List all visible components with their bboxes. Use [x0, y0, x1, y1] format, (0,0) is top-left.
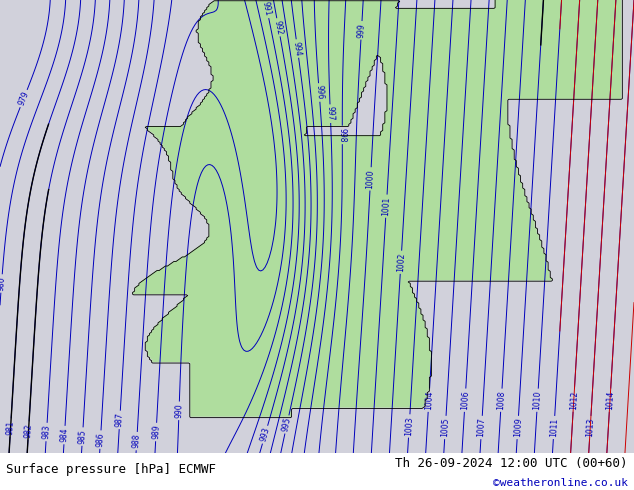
Text: 982: 982	[23, 423, 34, 438]
Text: 980: 980	[0, 276, 6, 291]
Text: 994: 994	[292, 41, 303, 56]
Text: 997: 997	[326, 106, 335, 121]
Text: 993: 993	[259, 426, 271, 443]
Text: 983: 983	[42, 424, 51, 440]
Text: 991: 991	[261, 1, 273, 17]
Text: 1012: 1012	[569, 391, 579, 410]
Text: 1009: 1009	[513, 417, 523, 438]
Text: ©weatheronline.co.uk: ©weatheronline.co.uk	[493, 478, 628, 489]
Text: 1002: 1002	[396, 252, 406, 272]
Text: 1006: 1006	[460, 390, 470, 410]
Text: 995: 995	[281, 416, 293, 433]
Text: 1007: 1007	[477, 417, 487, 438]
Text: 987: 987	[115, 413, 125, 427]
Text: 1001: 1001	[381, 196, 391, 216]
Text: Th 26-09-2024 12:00 UTC (00+60): Th 26-09-2024 12:00 UTC (00+60)	[395, 457, 628, 470]
Text: 1000: 1000	[366, 169, 375, 189]
Text: 1005: 1005	[440, 417, 450, 438]
Text: 1011: 1011	[549, 417, 559, 437]
Text: 979: 979	[16, 90, 30, 107]
Text: 998: 998	[338, 128, 347, 142]
Text: 1003: 1003	[404, 416, 414, 436]
Text: 1004: 1004	[424, 390, 434, 410]
Text: 1008: 1008	[496, 391, 507, 410]
Text: 990: 990	[174, 403, 184, 418]
Text: 996: 996	[314, 85, 324, 100]
Text: 999: 999	[356, 23, 366, 38]
Text: 985: 985	[77, 429, 87, 444]
Text: 984: 984	[60, 428, 69, 442]
Text: Surface pressure [hPa] ECMWF: Surface pressure [hPa] ECMWF	[6, 463, 216, 476]
Text: 989: 989	[152, 424, 161, 440]
Text: 986: 986	[96, 432, 105, 447]
Text: 1014: 1014	[605, 391, 615, 410]
Text: 1010: 1010	[533, 391, 543, 410]
Text: 1013: 1013	[585, 417, 595, 438]
Text: 992: 992	[273, 19, 284, 35]
Text: 988: 988	[132, 434, 141, 448]
Text: 981: 981	[6, 420, 15, 435]
